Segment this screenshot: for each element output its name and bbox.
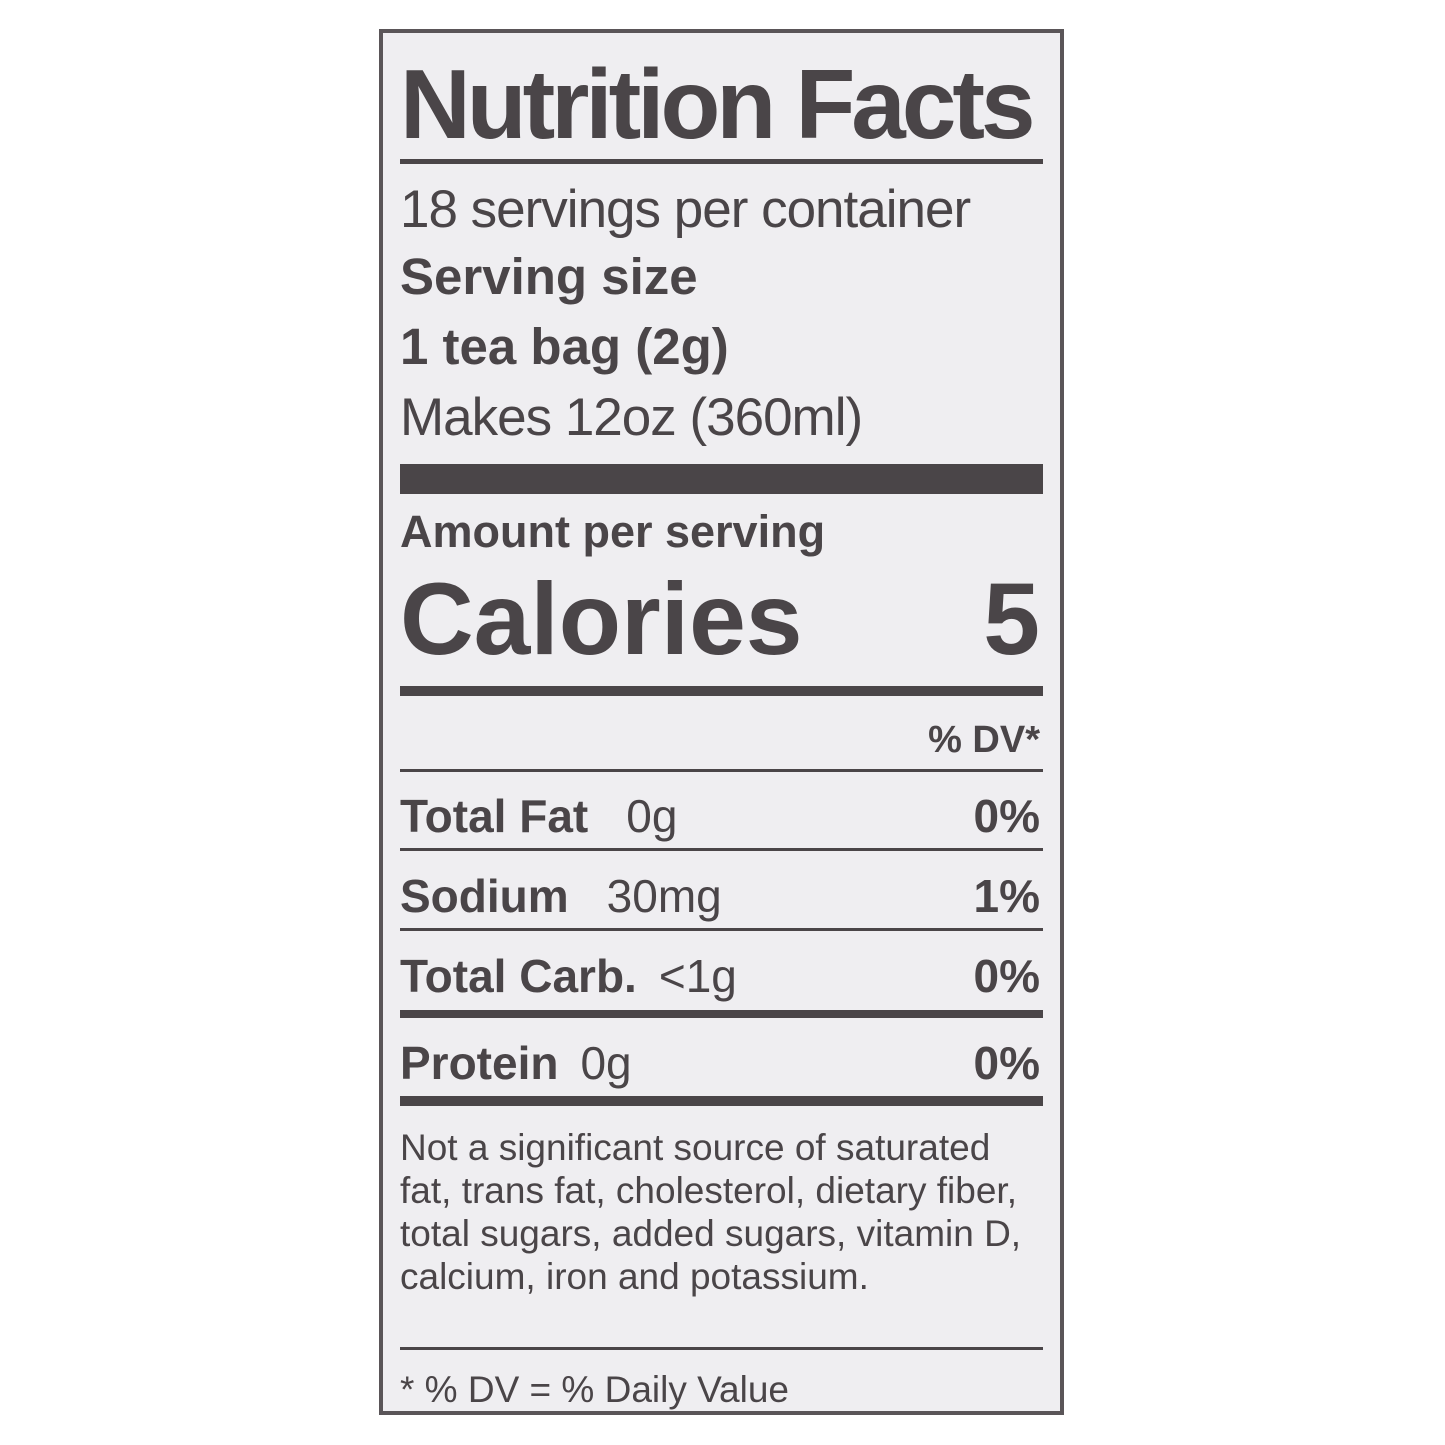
nutrient-name: Total Carb. xyxy=(400,950,637,1002)
servings-per-container: 18 servings per container xyxy=(400,180,971,239)
nutrient-dv: 0% xyxy=(973,1037,1040,1089)
nutrient-amount: <1g xyxy=(658,950,737,1002)
calories-value: 5 xyxy=(983,562,1040,676)
thick-divider xyxy=(400,1096,1043,1106)
nutrient-amount: 0g xyxy=(580,1037,632,1089)
nutrient-name: Sodium xyxy=(400,870,569,922)
divider xyxy=(400,1347,1043,1350)
divider xyxy=(400,159,1043,164)
divider xyxy=(400,1010,1043,1018)
nutrient-dv: 1% xyxy=(973,870,1040,922)
nutrition-facts-label: Nutrition Facts 18 servings per containe… xyxy=(379,29,1064,1415)
nutrient-dv: 0% xyxy=(973,950,1040,1002)
amount-per-serving: Amount per serving xyxy=(400,506,826,557)
nutrient-row: Sodium 30mg 1% xyxy=(400,873,1040,919)
divider xyxy=(400,686,1043,696)
nutrient-row: Total Carb. <1g 0% xyxy=(400,953,1040,999)
nutrient-name: Protein xyxy=(400,1037,559,1089)
dv-header: % DV* xyxy=(928,719,1040,761)
serving-size-value: 1 tea bag (2g) xyxy=(400,318,729,375)
divider xyxy=(400,848,1043,851)
nutrient-name: Total Fat xyxy=(400,790,589,842)
thick-divider xyxy=(400,464,1043,494)
makes-volume: Makes 12oz (360ml) xyxy=(400,388,863,447)
divider xyxy=(400,928,1043,931)
serving-size-label: Serving size xyxy=(400,248,698,305)
footnote: Not a significant source of saturated fa… xyxy=(400,1127,1022,1297)
calories-label: Calories xyxy=(400,562,803,676)
nutrient-amount: 0g xyxy=(626,790,678,842)
dv-note: * % DV = % Daily Value xyxy=(400,1369,790,1410)
label-title: Nutrition Facts xyxy=(400,49,1035,159)
divider xyxy=(400,769,1043,772)
nutrient-row: Protein 0g 0% xyxy=(400,1040,1040,1086)
nutrient-amount: 30mg xyxy=(606,870,722,922)
nutrient-dv: 0% xyxy=(973,790,1040,842)
nutrient-row: Total Fat 0g 0% xyxy=(400,793,1040,839)
